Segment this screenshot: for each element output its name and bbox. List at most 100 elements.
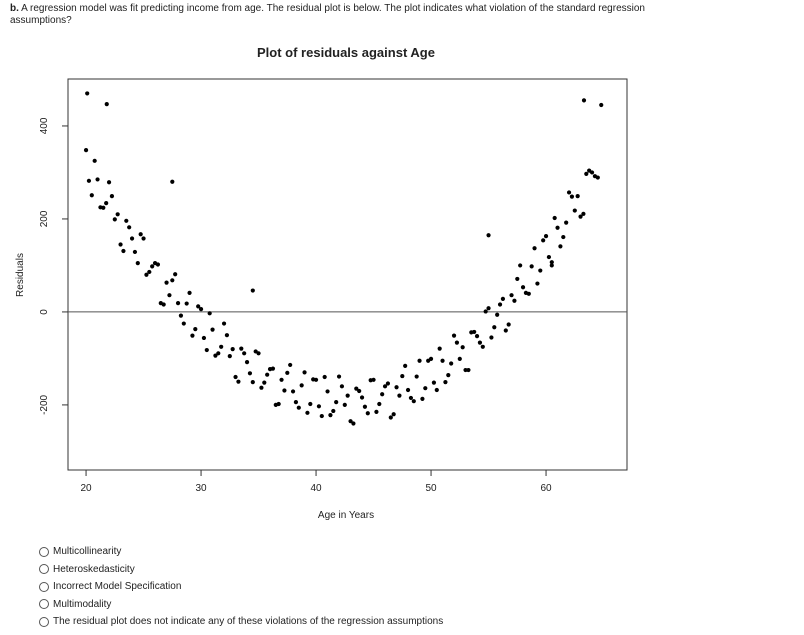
point [506,322,511,327]
x-tick-label: 50 [425,483,437,494]
point [477,340,483,345]
y-tick-label: -200 [39,394,50,414]
point [520,285,526,290]
point [184,301,189,306]
radio-button[interactable] [39,599,49,609]
point [219,344,224,349]
y-tick-label: 0 [39,309,50,315]
point [451,333,457,338]
point [135,261,140,266]
point [164,280,169,285]
x-tick-label: 20 [80,483,92,494]
point [549,260,554,265]
point [236,379,241,384]
point [319,413,324,419]
point [486,233,491,238]
point [127,225,132,230]
point [463,367,468,373]
point [230,347,235,352]
x-axis-label: Age in Years [318,510,374,521]
y-tick-label: 400 [39,117,50,134]
point [316,404,322,409]
point [227,353,232,359]
point [253,349,258,354]
point [276,401,281,407]
point [362,404,368,409]
point [132,249,138,255]
point [466,367,471,373]
point [385,381,391,386]
point [121,248,126,254]
point [523,290,529,295]
radio-button[interactable] [39,546,49,557]
point [535,281,540,286]
point [543,234,549,239]
point [584,171,589,176]
point [224,333,230,338]
radio-button[interactable] [39,564,49,574]
radio-button[interactable] [39,581,49,592]
point [474,334,480,339]
point [388,415,393,420]
point [213,353,218,358]
option[interactable]: The residual plot does not indicate any … [39,616,443,627]
point [489,335,494,340]
option-text: The residual plot does not indicate any … [53,616,444,627]
point [518,263,523,268]
point [161,302,166,307]
point [411,399,416,404]
point [322,374,327,380]
point [555,225,560,230]
point [141,236,146,241]
point [426,358,431,363]
point [83,148,89,153]
point [443,380,448,385]
point [552,215,557,221]
point [118,242,123,247]
point [104,201,109,206]
point [144,272,149,277]
point [437,346,442,351]
point [242,351,247,356]
point [196,304,201,309]
option[interactable]: Multicollinearity [39,546,121,557]
point [345,393,350,398]
option[interactable]: Multimodality [39,599,111,610]
point [204,347,209,353]
point [575,194,580,199]
point [282,388,287,393]
point [85,91,90,96]
point [546,254,552,260]
point [265,372,270,377]
chart-title: Plot of residuals against Age [257,45,435,60]
plot-frame [67,78,628,471]
point [403,363,408,368]
point [483,309,488,314]
point [357,388,362,394]
point [440,358,445,363]
point [423,386,428,391]
point [112,217,117,222]
x-tick-label: 30 [195,483,207,494]
point [561,234,566,240]
point [86,178,92,183]
point [532,246,537,251]
radio-button[interactable] [39,616,49,627]
point [377,401,382,407]
point [187,290,192,295]
point [308,401,313,407]
point [250,380,255,385]
point [288,362,293,368]
option[interactable]: Heteroskedasticity [39,564,135,575]
point [129,236,135,241]
option[interactable]: Incorrect Model Specification [39,581,181,592]
point [201,335,207,341]
point [89,193,94,198]
y-axis-label: Residuals [15,253,26,297]
point [359,395,365,400]
point [109,194,115,199]
point [394,385,399,390]
point [408,395,414,401]
point [175,300,181,306]
